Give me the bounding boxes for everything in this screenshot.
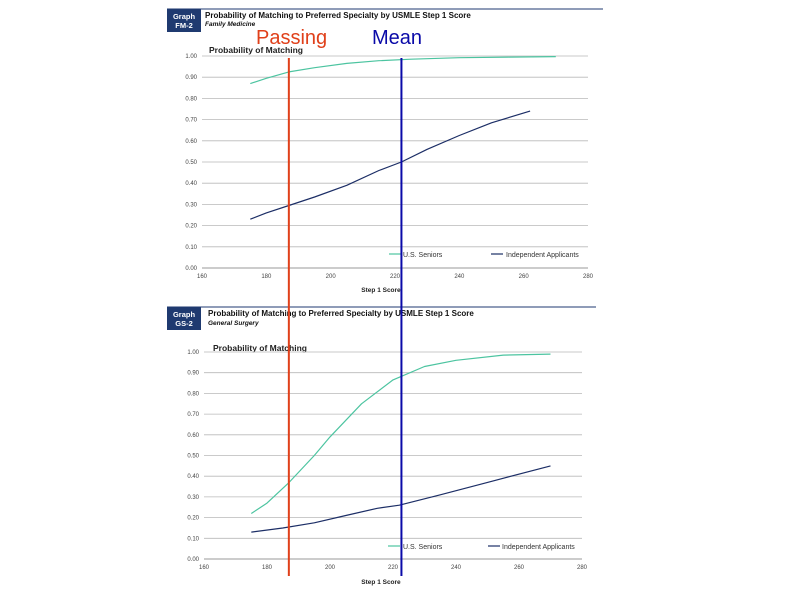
annotation-overlay: Passing Mean [256, 27, 422, 576]
graph-badge-label: Graph [173, 12, 196, 21]
y-tick-label: 0.90 [187, 371, 199, 377]
y-tick-label: 0.20 [185, 224, 197, 230]
y-tick-label: 0.70 [185, 118, 197, 124]
y-tick-label: 0.50 [185, 160, 197, 166]
legend-label-u-s-seniors: U.S. Seniors [403, 252, 443, 259]
graph-badge-id: GS-2 [175, 319, 193, 328]
x-tick-label: 240 [454, 274, 465, 280]
chart-subtitle: Family Medicine [205, 21, 256, 28]
y-tick-label: 0.40 [187, 474, 199, 480]
x-tick-label: 260 [519, 274, 530, 280]
y-tick-label: 0.00 [185, 266, 197, 272]
y-tick-label: 0.10 [187, 536, 199, 542]
y-tick-label: 0.40 [185, 181, 197, 187]
y-tick-label: 0.10 [185, 245, 197, 251]
chart-title: Probability of Matching to Preferred Spe… [205, 11, 471, 20]
y-tick-label: 0.30 [185, 202, 197, 208]
x-tick-label: 180 [261, 274, 272, 280]
y-tick-label: 0.60 [187, 433, 199, 439]
y-tick-label: 0.60 [185, 139, 197, 145]
legend-label-independent-applicants: Independent Applicants [506, 252, 579, 259]
x-axis-label: Step 1 Score [361, 287, 401, 294]
x-tick-label: 180 [262, 565, 273, 571]
y-tick-label: 0.50 [187, 454, 199, 460]
y-axis-label: Probability of Matching [209, 45, 303, 55]
y-tick-label: 0.00 [187, 557, 199, 563]
chart-general-surgery: Graph GS-2 Probability of Matching to Pr… [167, 306, 596, 586]
x-tick-label: 280 [583, 274, 594, 280]
x-tick-label: 260 [514, 565, 525, 571]
legend-label-independent-applicants: Independent Applicants [502, 544, 575, 551]
legend-label-u-s-seniors: U.S. Seniors [403, 544, 443, 551]
series-line-independent-applicants [251, 465, 551, 533]
passing-label: Passing [256, 27, 327, 49]
x-tick-label: 160 [199, 565, 210, 571]
series-line-independent-applicants [250, 110, 531, 220]
chart-title: Probability of Matching to Preferred Spe… [208, 309, 474, 318]
mean-label: Mean [372, 27, 422, 49]
plot-area: 0.00 0.10 0.20 0.30 0.40 0.50 0.60 0.70 0.80 0.90… [187, 350, 587, 571]
plot-area: 0.00 0.10 0.20 0.30 0.40 0.50 0.60 0.70 0.80 0.90… [185, 54, 593, 280]
series-line-u-s-seniors [250, 353, 551, 515]
x-tick-label: 200 [326, 274, 337, 280]
y-tick-label: 1.00 [187, 350, 199, 356]
y-axis-label: Probability of Matching [213, 343, 307, 353]
graph-badge [167, 307, 201, 330]
y-tick-label: 1.00 [185, 54, 197, 60]
x-tick-label: 280 [577, 565, 588, 571]
y-tick-label: 0.90 [185, 75, 197, 81]
y-tick-label: 0.30 [187, 495, 199, 501]
y-tick-label: 0.70 [187, 412, 199, 418]
graph-badge-label: Graph [173, 310, 196, 319]
graph-badge [167, 9, 201, 32]
x-tick-label: 220 [388, 565, 399, 571]
x-tick-label: 240 [451, 565, 462, 571]
y-tick-label: 0.20 [187, 516, 199, 522]
y-tick-label: 0.80 [185, 96, 197, 102]
series-line-u-s-seniors [250, 56, 556, 85]
chart-family-medicine: Graph FM-2 Probability of Matching to Pr… [167, 8, 603, 294]
x-tick-label: 220 [390, 274, 401, 280]
y-tick-label: 0.80 [187, 391, 199, 397]
x-axis-label: Step 1 Score [361, 579, 401, 586]
x-tick-label: 200 [325, 565, 336, 571]
graph-badge-id: FM-2 [175, 21, 193, 30]
x-tick-label: 160 [197, 274, 208, 280]
chart-subtitle: General Surgery [208, 320, 259, 327]
